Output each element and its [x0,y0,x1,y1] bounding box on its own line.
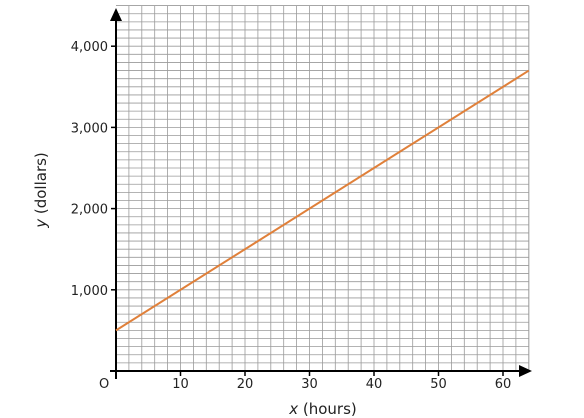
axes [110,8,532,379]
x-axis-arrow [519,365,532,377]
x-axis-title: x (hours) [288,400,357,418]
x-tick-label: 60 [495,377,512,392]
x-tick-label: 30 [301,377,318,392]
origin-label: O [99,377,109,392]
x-tick-label: 40 [366,377,383,392]
y-tick-label: 1,000 [71,284,108,299]
x-tick-label: 50 [430,377,447,392]
y-tick-label: 4,000 [71,40,108,55]
x-tick-label: 10 [172,377,189,392]
series-line [115,69,530,332]
y-axis-title: y (dollars) [32,152,50,229]
labels: 10 20 30 40 50 60 1,000 2,000 3,000 4,000 Ox (hour… [32,40,511,418]
y-tick-label: 2,000 [71,203,108,218]
series [115,69,530,332]
y-axis-arrow [110,8,122,21]
grid [116,5,530,371]
x-tick-label: 20 [237,377,254,392]
y-tick-label: 3,000 [71,121,108,136]
